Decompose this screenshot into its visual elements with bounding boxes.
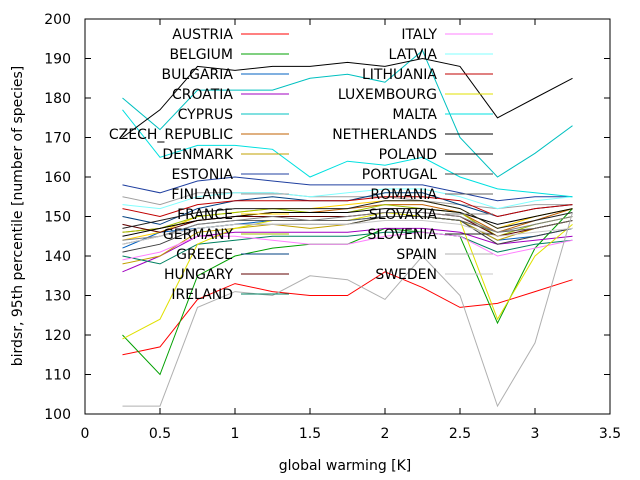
series-line-netherlands xyxy=(122,57,573,138)
y-tick-label: 180 xyxy=(44,91,71,107)
legend-label: LATVIA xyxy=(389,47,438,63)
legend-label: SLOVENIA xyxy=(367,227,437,243)
legend-label: CZECH_REPUBLIC xyxy=(109,127,233,143)
x-tick-label: 0 xyxy=(81,426,90,442)
x-tick-label: 0.5 xyxy=(149,426,171,442)
x-tick-label: 3 xyxy=(531,426,540,442)
y-axis-label: birdsr, 95th percentile [number of speci… xyxy=(10,66,26,366)
y-tick-label: 120 xyxy=(44,328,71,344)
y-tick-label: 140 xyxy=(44,249,71,265)
y-tick-label: 150 xyxy=(44,210,71,226)
legend-label: AUSTRIA xyxy=(172,27,233,43)
legend-label: BULGARIA xyxy=(161,67,233,83)
x-tick-label: 2 xyxy=(381,426,390,442)
x-tick-label: 3.5 xyxy=(599,426,621,442)
legend-label: MALTA xyxy=(392,107,437,123)
series-line-slovakia xyxy=(122,212,573,241)
x-axis-label: global warming [K] xyxy=(279,458,412,474)
legend-label: BELGIUM xyxy=(169,47,233,63)
series-line-italy xyxy=(122,231,573,261)
series-line-cyprus xyxy=(122,49,573,178)
series-line-poland xyxy=(122,208,573,237)
legend-label: CYPRUS xyxy=(178,107,233,123)
series-line-slovenia xyxy=(122,200,573,229)
legend-label: ROMANIA xyxy=(370,187,437,203)
legend-label: SWEDEN xyxy=(375,267,437,283)
legend-label: SPAIN xyxy=(396,247,437,263)
series-line-lithuania xyxy=(122,196,573,218)
series-line-estonia xyxy=(122,176,573,202)
legend: AUSTRIA BELGIUM BULGARIA CROATIA CYPRUS CZECH… xyxy=(109,27,493,303)
y-tick-label: 170 xyxy=(44,131,71,147)
legend-label: LUXEMBOURG xyxy=(338,87,437,103)
series-line-austria xyxy=(122,271,573,356)
legend-label: ITALY xyxy=(401,27,437,43)
legend-label: HUNGARY xyxy=(164,267,234,283)
legend-label: DENMARK xyxy=(162,147,233,163)
x-tick-label: 2.5 xyxy=(449,426,471,442)
x-tick-label: 1.5 xyxy=(299,426,321,442)
y-tick-label: 190 xyxy=(44,52,71,68)
legend-label: ESTONIA xyxy=(172,167,234,183)
y-tick-label: 110 xyxy=(44,368,71,384)
y-tick-label: 200 xyxy=(44,12,71,28)
y-tick-label: 100 xyxy=(44,407,71,423)
ticks-layer: 0 0.5 1 1.5 2 2.5 3 3.5 100 110 120 130 140 150 160 170… xyxy=(44,12,621,442)
series-line-sweden xyxy=(122,220,573,245)
legend-label: IRELAND xyxy=(171,287,233,303)
y-tick-label: 160 xyxy=(44,170,71,186)
legend-label: GERMANY xyxy=(163,227,234,243)
legend-label: NETHERLANDS xyxy=(332,127,437,143)
x-tick-label: 1 xyxy=(231,426,240,442)
series-line-latvia xyxy=(122,188,573,210)
legend-label: POLAND xyxy=(379,147,437,163)
legend-label: SLOVAKIA xyxy=(369,207,438,223)
legend-label: LITHUANIA xyxy=(362,67,437,83)
series-line-spain xyxy=(122,212,573,408)
legend-label: FINLAND xyxy=(171,187,233,203)
series-line-malta xyxy=(122,109,573,198)
y-tick-label: 130 xyxy=(44,289,71,305)
series-layer xyxy=(122,49,573,408)
legend-label: GREECE xyxy=(176,247,233,263)
legend-label: CROATIA xyxy=(172,87,233,103)
legend-label: FRANCE xyxy=(177,207,233,223)
legend-label: PORTUGAL xyxy=(362,167,437,183)
